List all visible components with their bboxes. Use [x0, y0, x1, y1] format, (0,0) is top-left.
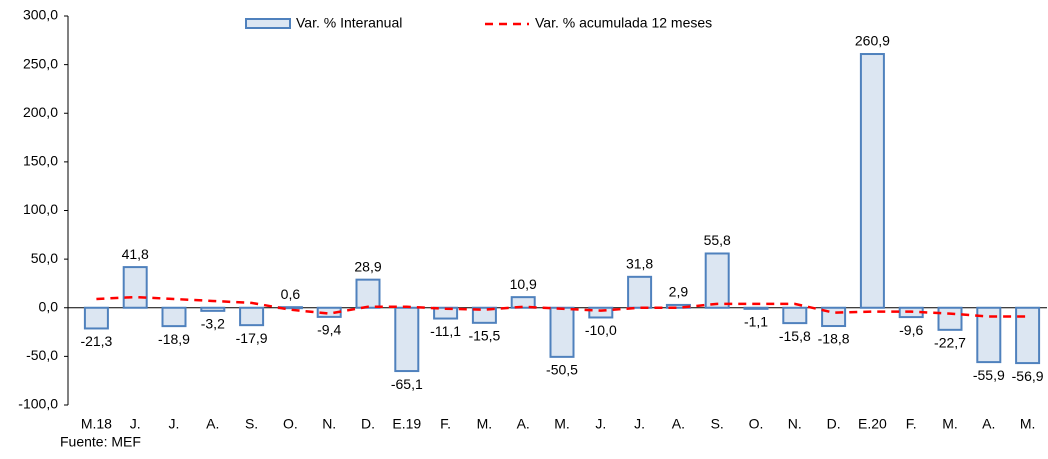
value-label: -56,9 [1012, 368, 1044, 384]
value-label: 10,9 [510, 276, 537, 292]
source: Fuente: MEF [60, 434, 141, 450]
value-label: 28,9 [354, 258, 381, 274]
value-label: -1,1 [744, 314, 768, 330]
value-label: -18,9 [158, 331, 190, 347]
x-tick-label: F. [440, 416, 451, 432]
bar [743, 306, 769, 310]
x-tick-label: M. [942, 416, 958, 432]
bar [549, 306, 575, 358]
value-label: -15,8 [779, 328, 811, 344]
value-label: -65,1 [391, 376, 423, 392]
y-tick-label: 200,0 [23, 104, 58, 120]
value-label: -18,8 [818, 331, 850, 347]
bar [588, 306, 614, 319]
value-label: -15,5 [468, 328, 500, 344]
bar [627, 275, 653, 309]
x-tick-label: M. [554, 416, 570, 432]
value-label: -11,1 [430, 323, 461, 339]
bar [937, 306, 963, 331]
bar [83, 306, 109, 330]
y-tick-label: 100,0 [23, 201, 58, 217]
x-tick-label: A. [517, 416, 530, 432]
legend-label: Var. % acumulada 12 meses [535, 15, 712, 31]
bar [161, 306, 187, 328]
value-label: 41,8 [122, 246, 149, 262]
x-tick-label: J. [169, 416, 180, 432]
y-tick-label: 0,0 [39, 298, 59, 314]
bar [1015, 306, 1041, 365]
line [96, 295, 1028, 318]
x-tick-label: A. [206, 416, 219, 432]
bar [200, 306, 226, 312]
x-tick-label: D. [361, 416, 375, 432]
value-label: -50,5 [546, 362, 578, 378]
value-label: -9,6 [899, 322, 923, 338]
value-label: 31,8 [626, 256, 653, 272]
x-tick-label: A. [982, 416, 995, 432]
x-tick-label: N. [788, 416, 802, 432]
x-tick-label: D. [827, 416, 841, 432]
value-label: -55,9 [973, 367, 1005, 383]
bar [355, 278, 381, 309]
value-label: -21,3 [80, 333, 112, 349]
bar [859, 53, 885, 309]
bar [782, 306, 808, 325]
bar [704, 252, 730, 309]
x-tick-label: O. [749, 416, 764, 432]
legend-label: Var. % Interanual [296, 15, 402, 31]
y-tick-label: 250,0 [23, 55, 58, 71]
legend-swatch [245, 18, 291, 29]
y-tick-label: -50,0 [26, 347, 58, 363]
value-label: -10,0 [585, 322, 617, 338]
x-tick-label: E.19 [392, 416, 421, 432]
y-tick-label: 150,0 [23, 153, 58, 169]
value-label: -3,2 [201, 316, 225, 332]
x-tick-label: M.18 [81, 416, 112, 432]
x-tick-label: S. [711, 416, 724, 432]
x-tick-label: N. [322, 416, 336, 432]
value-label: -22,7 [934, 335, 966, 351]
bar [471, 306, 497, 324]
y-tick-label: 300,0 [23, 7, 58, 23]
value-label: 0,6 [281, 286, 301, 302]
y-tick-label: -100,0 [18, 396, 58, 412]
value-label: -9,4 [317, 322, 341, 338]
y-tick-label: 50,0 [31, 250, 58, 266]
x-tick-label: E.20 [858, 416, 887, 432]
x-tick-label: S. [245, 416, 258, 432]
bar [394, 306, 420, 373]
bar [976, 306, 1002, 364]
x-tick-label: J. [634, 416, 645, 432]
x-tick-label: J. [130, 416, 141, 432]
x-tick-label: J. [595, 416, 606, 432]
bar [239, 306, 265, 327]
x-tick-label: M. [477, 416, 493, 432]
value-label: 55,8 [704, 232, 731, 248]
x-tick-label: M. [1020, 416, 1036, 432]
x-tick-label: A. [672, 416, 685, 432]
value-label: 2,9 [669, 284, 689, 300]
bar [510, 296, 536, 309]
value-label: 260,9 [855, 33, 890, 49]
x-tick-label: F. [906, 416, 917, 432]
value-label: -17,9 [236, 330, 268, 346]
bar [122, 266, 148, 309]
x-tick-label: O. [283, 416, 298, 432]
